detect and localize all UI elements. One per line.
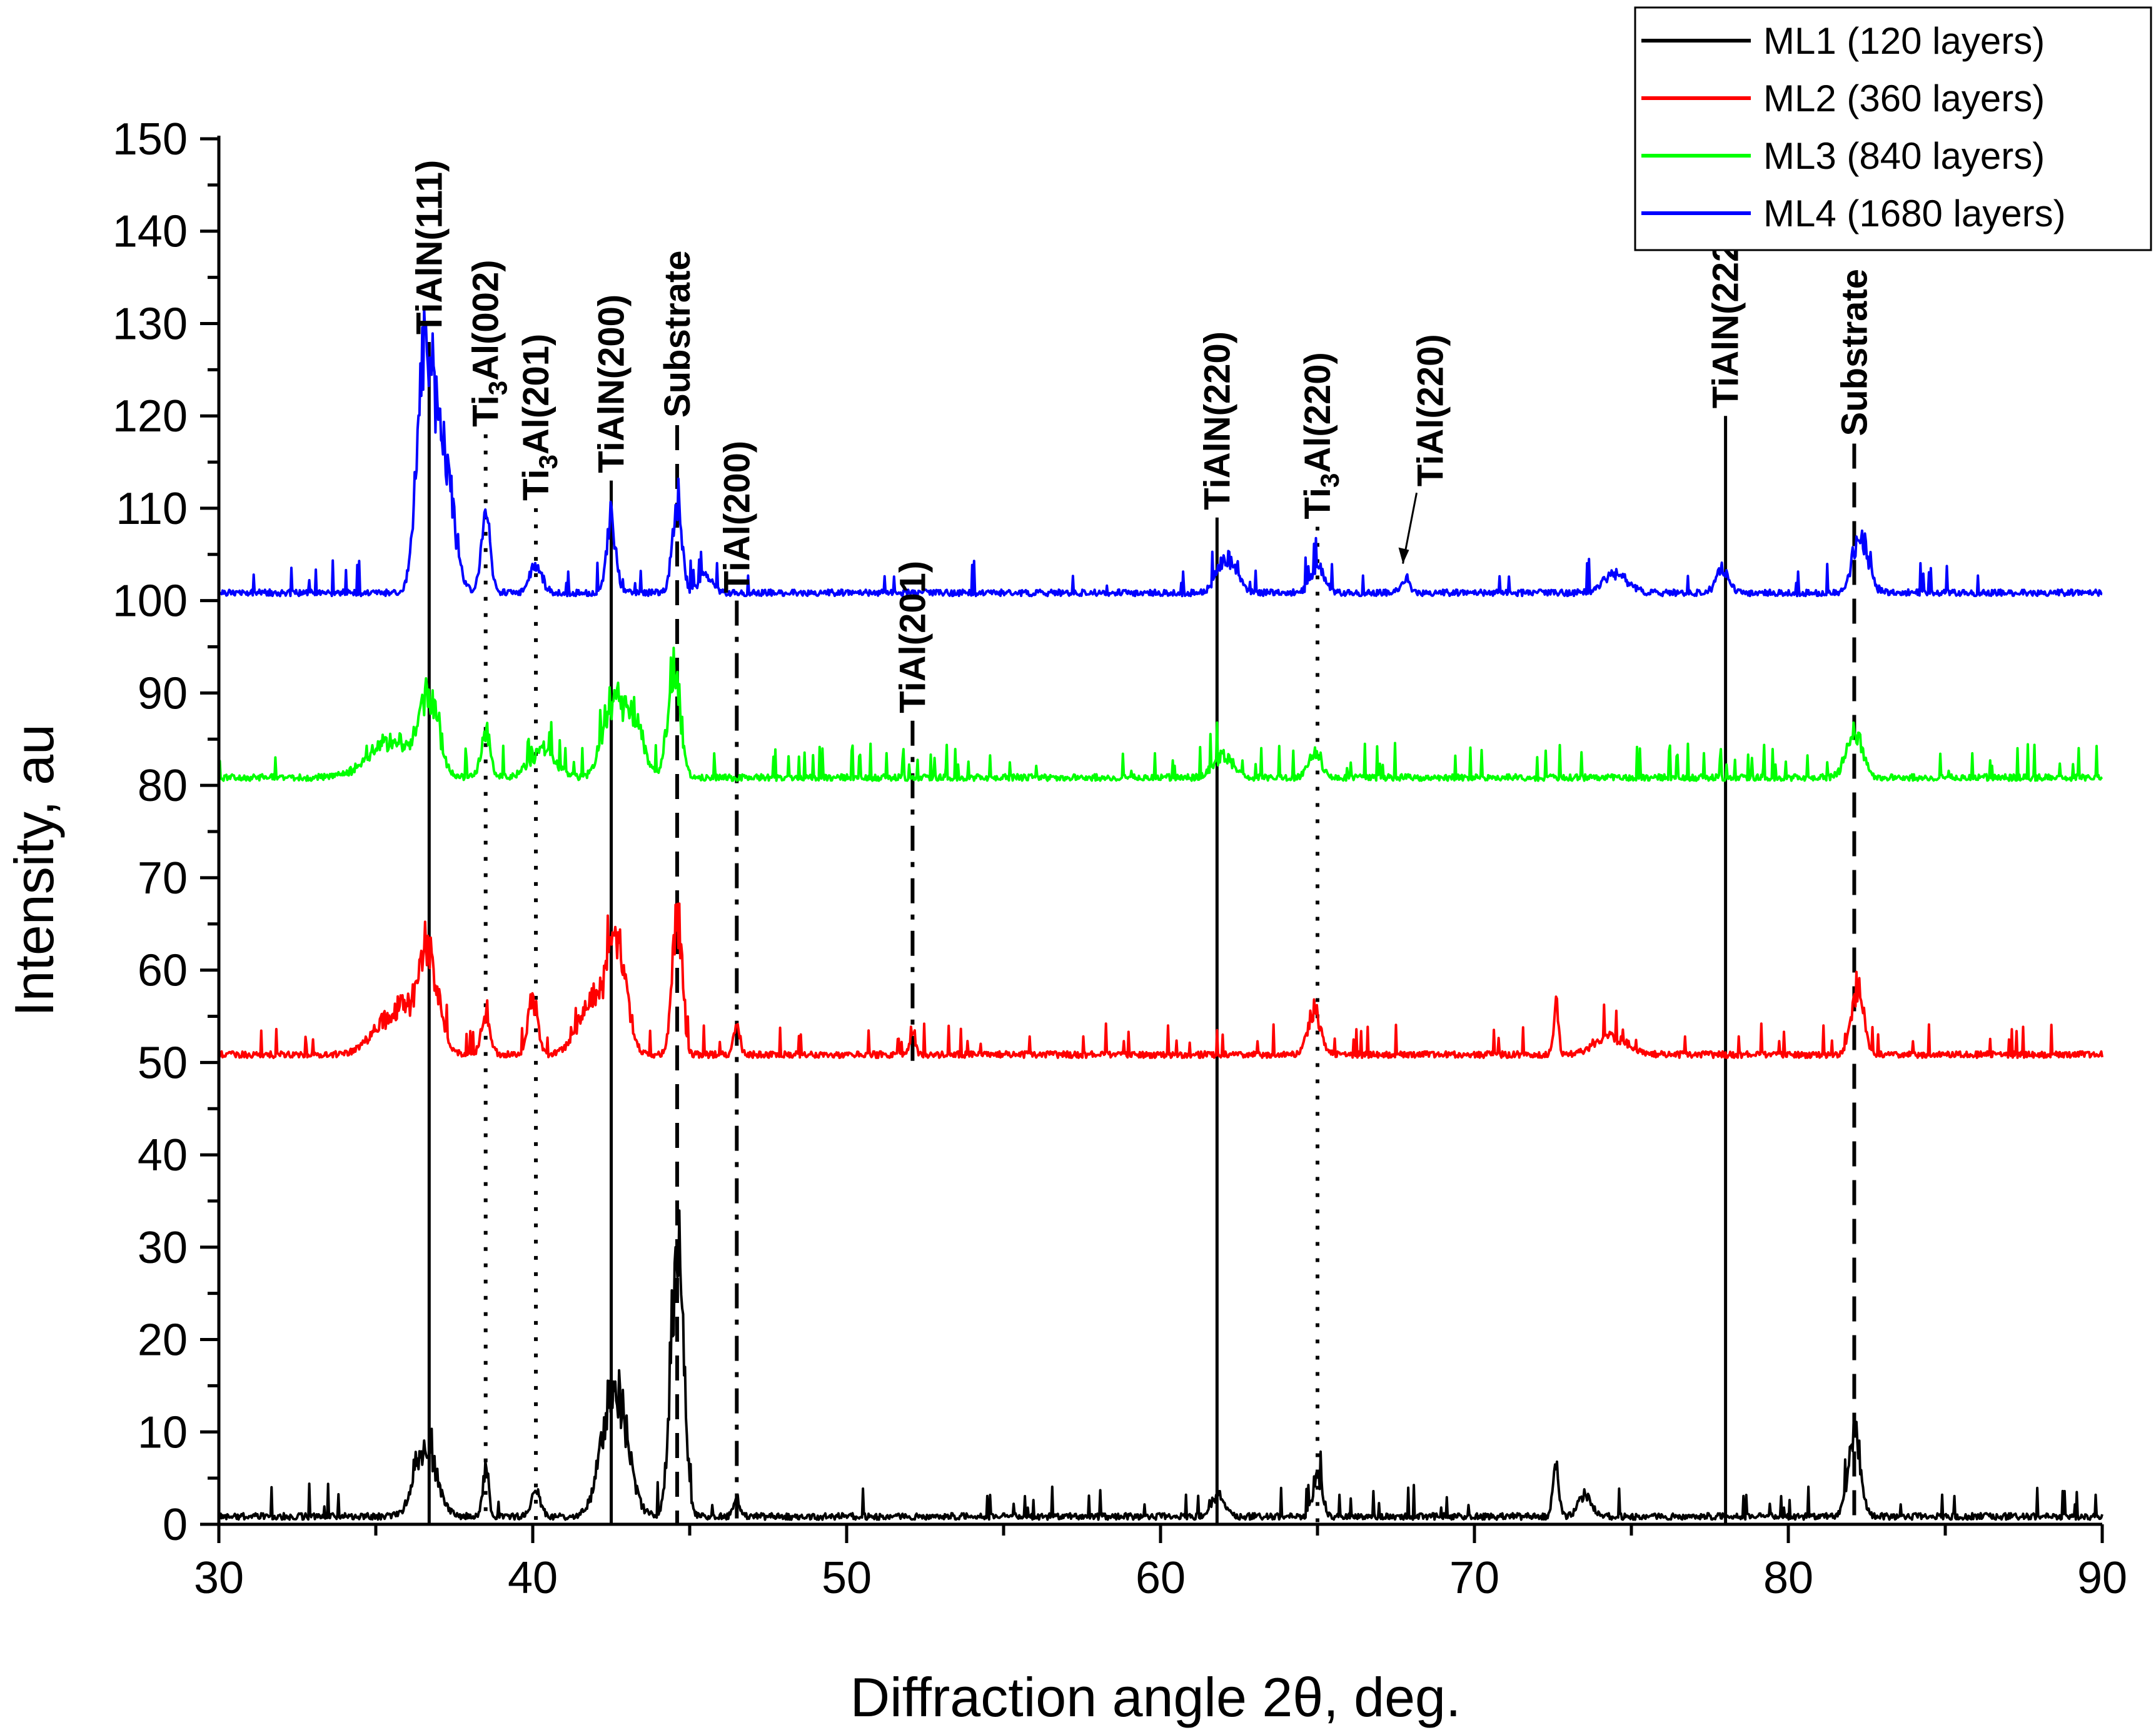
x-ticks: 30 40 50 60 70 80 90	[194, 1524, 2127, 1603]
y-tick-label: 40	[138, 1130, 188, 1180]
legend-label: ML2 (360 layers)	[1763, 78, 2045, 119]
y-ticks: 0 10 20 30 40 50 60 70 80 90 100 110 120 130 140 150	[113, 114, 219, 1550]
peak-label: Substrate	[657, 250, 698, 418]
x-tick-label: 90	[2077, 1553, 2127, 1603]
legend-label: ML4 (1680 layers)	[1763, 193, 2066, 234]
legend-box	[1634, 6, 2152, 251]
peak-labels: TiAlN(111) Ti3Al(002)Ti3Al(201) TiAlN(200)…	[409, 160, 1875, 713]
peak-label: Substrate	[1834, 269, 1875, 436]
y-tick-label: 110	[116, 484, 188, 534]
y-tick-label: 70	[138, 853, 188, 903]
y-tick-label: 0	[163, 1500, 188, 1550]
peak-label: TiAl(220)	[1411, 334, 1451, 486]
peak-label: Ti3Al(201)	[516, 334, 563, 501]
y-tick-label: 150	[113, 114, 188, 164]
y-tick-label: 30	[138, 1223, 188, 1273]
legend-label: ML1 (120 layers)	[1763, 20, 2045, 62]
y-tick-label: 120	[113, 391, 188, 441]
peak-label: TiAlN(200)	[592, 294, 632, 473]
peak-label: TiAl(200)	[717, 441, 757, 593]
y-tick-label: 90	[138, 668, 188, 718]
y-tick-label: 140	[113, 207, 188, 257]
x-tick-label: 50	[822, 1553, 872, 1603]
series-line	[218, 306, 2103, 598]
y-tick-label: 20	[138, 1315, 188, 1365]
series-lines	[218, 306, 2103, 1521]
reference-lines	[427, 342, 1856, 1524]
peak-label: TiAlN(222)	[1706, 229, 1746, 408]
peak-label: Ti3Al(220)	[1297, 352, 1344, 519]
series-line	[218, 1209, 2103, 1521]
x-tick-label: 30	[194, 1553, 244, 1603]
x-axis-label: Diffraction angle 2θ, deg.	[850, 1666, 1461, 1728]
legend: ML1 (120 layers) ML2 (360 layers) ML3 (840…	[1634, 6, 2152, 251]
peak-label: TiAlN(220)	[1197, 331, 1237, 510]
y-tick-label: 80	[138, 761, 188, 811]
x-tick-label: 60	[1136, 1553, 1186, 1603]
x-tick-label: 70	[1449, 1553, 1499, 1603]
x-tick-label: 40	[508, 1553, 558, 1603]
annotation-arrowhead	[1398, 547, 1409, 564]
y-tick-label: 130	[113, 299, 188, 349]
y-tick-label: 50	[138, 1038, 188, 1088]
y-axis-label: Intensity, au	[3, 724, 65, 1017]
series-line	[218, 902, 2103, 1059]
peak-label: TiAl(201)	[892, 561, 933, 713]
y-tick-label: 10	[138, 1407, 188, 1457]
x-tick-label: 80	[1763, 1553, 1813, 1603]
legend-label: ML3 (840 layers)	[1763, 135, 2045, 177]
y-tick-label: 100	[113, 576, 188, 626]
peak-label: TiAlN(111)	[409, 160, 450, 334]
y-tick-label: 60	[138, 946, 188, 996]
series-line	[218, 646, 2103, 782]
peak-label: Ti3Al(002)	[466, 259, 513, 426]
